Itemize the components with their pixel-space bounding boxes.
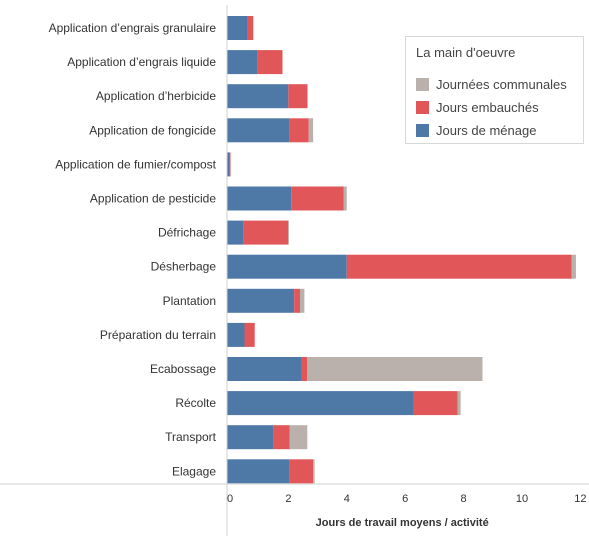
legend-title: La main d'oeuvre bbox=[416, 45, 516, 60]
bar-segment bbox=[289, 425, 308, 450]
category-label: Application d’herbicide bbox=[96, 89, 216, 103]
bar-segment bbox=[229, 152, 231, 177]
bar-segment bbox=[243, 220, 289, 245]
category-label: Application d’engrais liquide bbox=[67, 55, 216, 69]
bar-segment bbox=[307, 357, 483, 381]
bar-segment bbox=[227, 152, 230, 177]
bar-segment bbox=[289, 118, 309, 143]
category-label: Défrichage bbox=[158, 226, 216, 240]
bar-segment bbox=[313, 459, 315, 484]
bar-segment bbox=[227, 459, 290, 484]
bar-segment bbox=[227, 84, 289, 109]
bar-segment bbox=[227, 322, 245, 347]
bar-segment bbox=[273, 425, 290, 450]
bar-segment bbox=[301, 357, 308, 381]
category-label: Transport bbox=[165, 430, 217, 444]
bar-segment bbox=[247, 16, 254, 40]
bar-segment bbox=[227, 288, 295, 313]
bar-segment bbox=[294, 288, 300, 313]
x-tick-label: 4 bbox=[344, 493, 350, 505]
x-tick-label: 0 bbox=[227, 493, 233, 505]
legend-swatch bbox=[416, 123, 429, 137]
legend-label: Jours embauchés bbox=[436, 99, 539, 115]
bar-segment bbox=[227, 118, 290, 143]
legend-label: Jours de ménage bbox=[436, 122, 537, 138]
category-label: Préparation du terrain bbox=[100, 328, 216, 342]
bar-segment bbox=[227, 357, 302, 381]
x-tick-label: 12 bbox=[574, 493, 586, 505]
category-label: Désherbage bbox=[151, 260, 217, 274]
bar-segment bbox=[346, 254, 572, 279]
legend-item: Jours de ménage bbox=[416, 121, 536, 139]
legend-swatch bbox=[416, 100, 429, 114]
category-label: Application de fongicide bbox=[89, 123, 216, 137]
category-label: Plantation bbox=[163, 294, 216, 308]
bar-segment bbox=[457, 391, 461, 416]
bar-segment bbox=[289, 459, 314, 484]
bar-segment bbox=[227, 391, 414, 416]
category-label: Elagage bbox=[172, 464, 216, 478]
bar-segment bbox=[257, 50, 283, 75]
bar-segment bbox=[227, 425, 274, 450]
x-tick-label: 2 bbox=[285, 493, 291, 505]
x-tick-label: 10 bbox=[516, 493, 528, 505]
legend-item: Jours embauchés bbox=[416, 98, 539, 116]
bar-segment bbox=[227, 50, 258, 75]
legend-swatch bbox=[416, 77, 429, 91]
bar-segment bbox=[227, 254, 347, 279]
bar-segment bbox=[291, 186, 344, 211]
bar-segment bbox=[300, 288, 305, 313]
x-axis-title: Jours de travail moyens / activité bbox=[316, 517, 489, 529]
x-tick-label: 8 bbox=[461, 493, 467, 505]
bar-segment bbox=[343, 186, 347, 211]
bar-segment bbox=[288, 220, 289, 245]
category-label: Application d’engrais granulaire bbox=[49, 21, 217, 35]
bar-segment bbox=[308, 118, 314, 143]
bar-segment bbox=[227, 220, 244, 245]
bar-segment bbox=[413, 391, 458, 416]
category-label: Ecabossage bbox=[150, 362, 216, 376]
bar-segment bbox=[571, 254, 576, 279]
legend: La main d'oeuvre Journées communales Jour… bbox=[405, 36, 584, 144]
legend-item: Journées communales bbox=[416, 75, 567, 93]
bar-segment bbox=[307, 84, 308, 109]
bar-segment bbox=[244, 322, 255, 347]
legend-label: Journées communales bbox=[436, 76, 567, 92]
category-label: Application de pesticide bbox=[90, 192, 216, 206]
bar-segment bbox=[288, 84, 308, 109]
bar-segment bbox=[227, 186, 292, 211]
bar-segment bbox=[227, 16, 248, 40]
category-label: Application de fumier/compost bbox=[55, 157, 216, 171]
x-tick-label: 6 bbox=[402, 493, 408, 505]
category-label: Récolte bbox=[175, 396, 216, 410]
